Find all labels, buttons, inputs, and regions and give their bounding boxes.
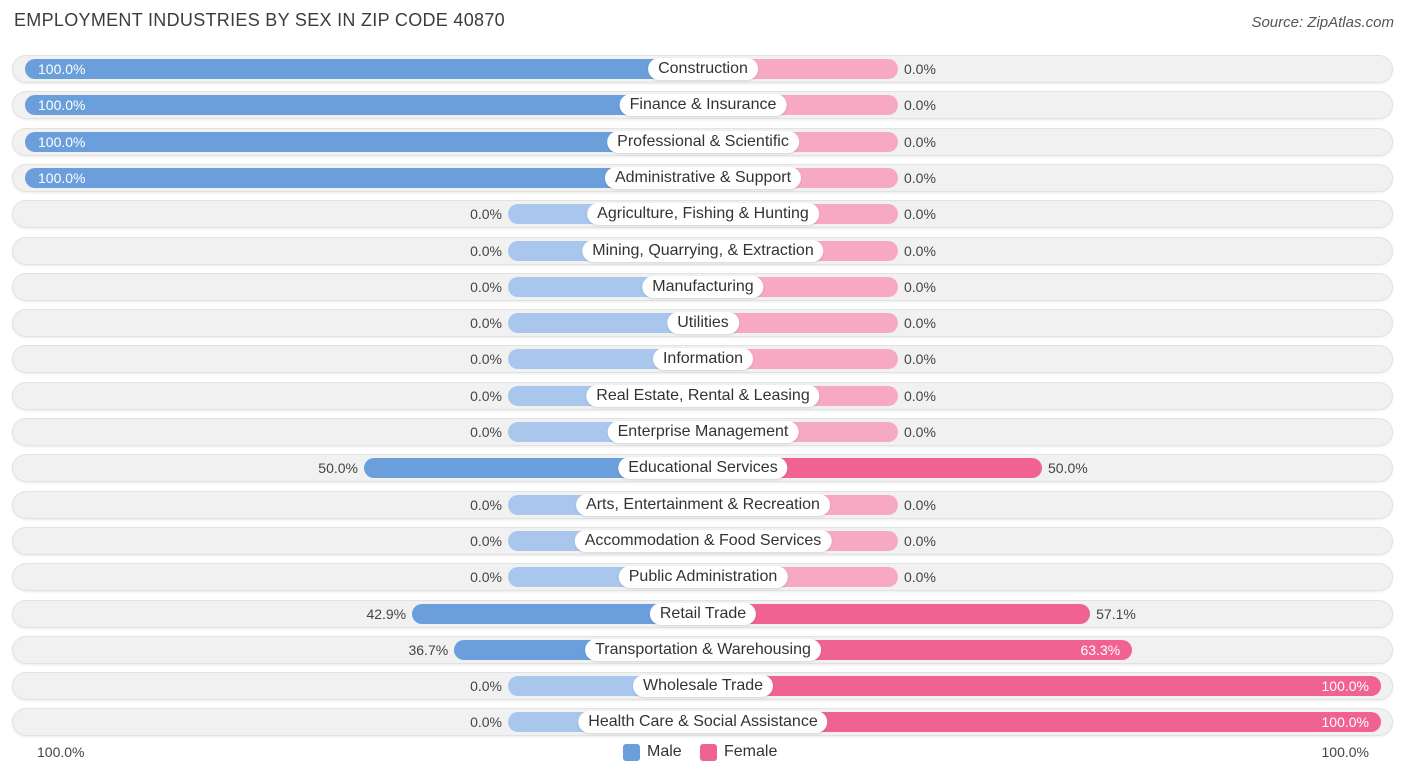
category-label: Manufacturing (642, 275, 764, 298)
legend: Male Female (0, 742, 1406, 762)
chart-source: Source: ZipAtlas.com (1251, 14, 1394, 31)
value-label-male: 0.0% (470, 387, 502, 404)
bar-female[interactable] (703, 458, 1042, 479)
value-label-female: 0.0% (904, 387, 936, 404)
legend-item-male[interactable]: Male (623, 742, 682, 762)
legend-label-female: Female (724, 743, 778, 760)
value-label-female: 0.0% (904, 278, 936, 295)
category-label: Health Care & Social Assistance (578, 711, 828, 734)
value-label-male: 0.0% (470, 714, 502, 731)
bar-male[interactable] (25, 167, 703, 188)
category-label: Professional & Scientific (607, 130, 799, 153)
chart-title: EMPLOYMENT INDUSTRIES BY SEX IN ZIP CODE… (14, 10, 505, 30)
bar-female[interactable] (703, 313, 898, 334)
category-label: Agriculture, Fishing & Hunting (587, 203, 819, 226)
category-label: Accommodation & Food Services (574, 529, 832, 552)
category-label: Public Administration (618, 566, 788, 589)
category-label: Utilities (667, 312, 739, 335)
bar-male[interactable] (25, 95, 703, 116)
category-label: Information (652, 348, 754, 371)
category-label: Real Estate, Rental & Leasing (586, 384, 820, 407)
value-label-male: 0.0% (470, 278, 502, 295)
value-label-male: 100.0% (38, 97, 86, 114)
value-label-male: 0.0% (470, 206, 502, 223)
value-label-female: 0.0% (904, 61, 936, 77)
value-label-male: 0.0% (470, 532, 502, 549)
legend-label-male: Male (647, 743, 682, 760)
bar-female[interactable] (703, 603, 1091, 624)
category-label: Finance & Insurance (619, 94, 787, 117)
category-label: Retail Trade (649, 602, 757, 625)
category-label: Arts, Entertainment & Recreation (576, 493, 830, 516)
bar-male[interactable] (25, 131, 703, 152)
value-label-female: 100.0% (1321, 678, 1369, 695)
value-label-male: 0.0% (470, 242, 502, 259)
value-label-female: 57.1% (1096, 605, 1136, 622)
axis-label-right: 100.0% (1321, 744, 1369, 760)
category-label: Construction (648, 58, 758, 80)
legend-swatch-female (700, 743, 717, 761)
value-label-female: 0.0% (904, 169, 936, 186)
value-label-female: 0.0% (904, 206, 936, 223)
legend-swatch-male (623, 743, 640, 761)
value-label-female: 100.0% (1321, 714, 1369, 731)
value-label-male: 50.0% (318, 460, 358, 477)
axis-label-left: 100.0% (37, 744, 85, 760)
value-label-male: 36.7% (408, 641, 449, 658)
bar-male[interactable] (25, 59, 703, 79)
category-label: Wholesale Trade (632, 675, 774, 698)
category-label: Enterprise Management (607, 421, 799, 443)
value-label-male: 0.0% (470, 351, 502, 368)
bar-male[interactable] (508, 313, 703, 334)
value-label-male: 100.0% (38, 169, 86, 186)
value-label-male: 0.0% (470, 569, 502, 586)
value-label-male: 0.0% (470, 678, 502, 695)
value-label-male: 100.0% (38, 61, 86, 77)
value-label-female: 0.0% (904, 569, 936, 586)
category-label: Educational Services (618, 457, 788, 480)
value-label-male: 0.0% (470, 496, 502, 513)
category-label: Transportation & Warehousing (585, 638, 821, 661)
category-label: Administrative & Support (604, 166, 802, 189)
value-label-female: 0.0% (904, 351, 936, 368)
bar-male[interactable] (364, 458, 703, 479)
value-label-male: 100.0% (38, 133, 86, 150)
value-label-female: 0.0% (904, 242, 936, 259)
value-label-female: 0.0% (904, 532, 936, 549)
value-label-female: 0.0% (904, 315, 936, 332)
bar-male[interactable] (412, 603, 703, 624)
value-label-male: 0.0% (470, 424, 502, 440)
value-label-female: 0.0% (904, 97, 936, 114)
value-label-female: 0.0% (904, 424, 936, 440)
value-label-female: 50.0% (1048, 460, 1088, 477)
value-label-female: 0.0% (904, 133, 936, 150)
value-label-female: 63.3% (1080, 641, 1121, 658)
bar-female[interactable] (703, 712, 1381, 733)
value-label-female: 0.0% (904, 496, 936, 513)
value-label-male: 42.9% (366, 605, 407, 622)
category-label: Mining, Quarrying, & Extraction (582, 239, 824, 262)
value-label-male: 0.0% (470, 315, 502, 332)
legend-item-female[interactable]: Female (700, 742, 777, 762)
bar-female[interactable] (703, 676, 1381, 697)
